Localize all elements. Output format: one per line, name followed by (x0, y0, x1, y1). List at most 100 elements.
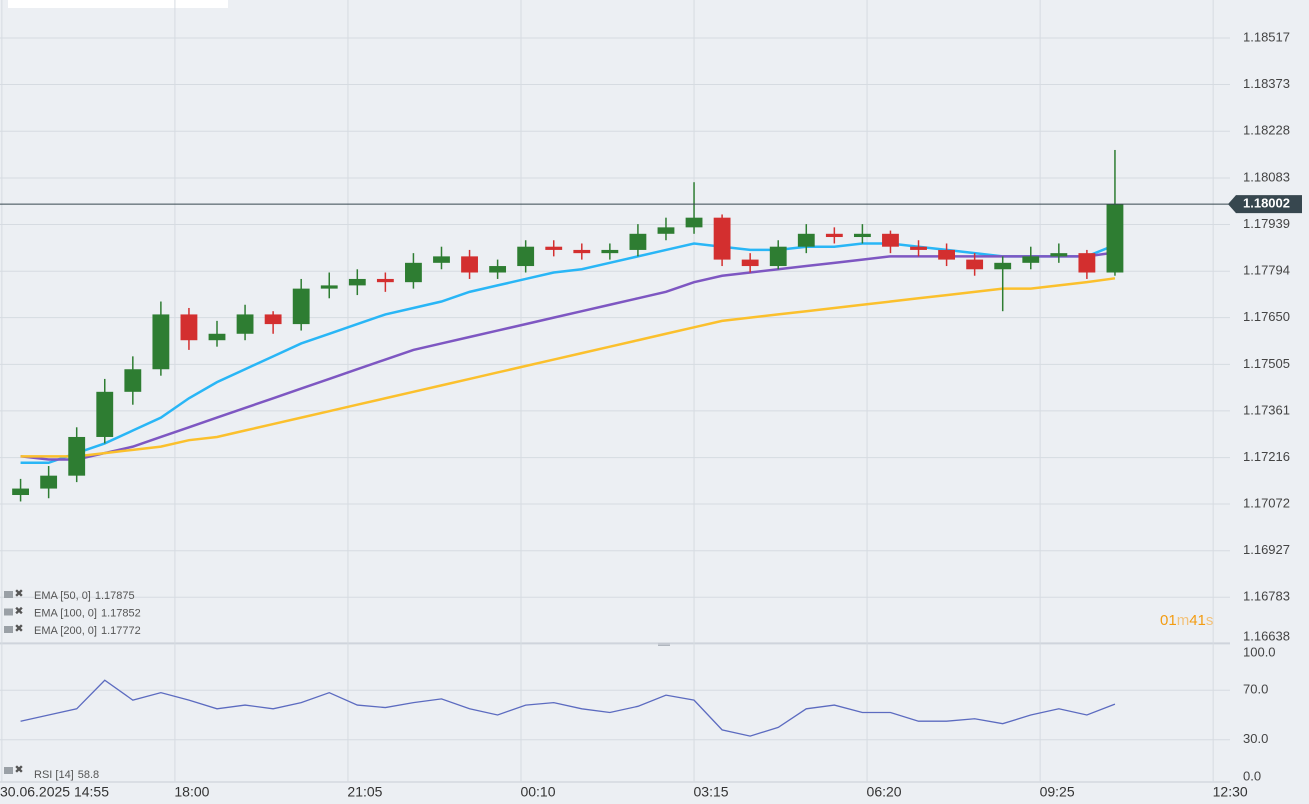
y-tick-label: 1.18083 (1243, 169, 1290, 184)
candle-body (405, 262, 422, 283)
y-tick-label: 30.0 (1243, 731, 1268, 746)
y-tick-label: 1.17216 (1243, 449, 1290, 464)
candle-body (517, 246, 535, 267)
candle-body (376, 278, 394, 283)
legend-icon (4, 767, 13, 774)
candle-body (152, 314, 170, 370)
y-tick-label: 1.18228 (1243, 123, 1290, 138)
candle-body (601, 249, 619, 254)
candle-body (208, 333, 226, 341)
candle-body (68, 436, 86, 476)
candle-body (741, 259, 759, 267)
candle-body (236, 314, 254, 334)
countdown-part: s (1206, 612, 1214, 629)
legend-text: RSI [14] 58.8 (34, 769, 99, 781)
legend-value: 58.8 (78, 769, 99, 781)
candle-body (994, 262, 1012, 270)
legend-remove[interactable]: ✖ (14, 623, 23, 635)
candle-body (1050, 253, 1068, 257)
y-tick-label: 1.17072 (1243, 495, 1290, 510)
last-price-pointer (1228, 195, 1302, 214)
candle-body (882, 233, 899, 247)
candle-body (629, 233, 647, 250)
y-tick-label: 1.17505 (1243, 356, 1290, 371)
x-tick-label: 09:25 (1040, 784, 1075, 800)
y-tick-label: 1.17794 (1243, 263, 1290, 278)
countdown-part: m (1177, 612, 1190, 629)
y-tick-label: 1.18517 (1243, 29, 1290, 44)
candle-body (40, 475, 58, 489)
candle-body (1078, 253, 1096, 273)
candle-body (825, 233, 843, 238)
rsi-line (20, 679, 1116, 737)
legend-value: 1.17875 (95, 590, 135, 602)
x-tick-label: 21:05 (347, 784, 382, 800)
candle-body (545, 246, 563, 250)
y-tick-label: 1.16638 (1243, 628, 1290, 643)
ema-line (20, 251, 1116, 461)
legend-value: 1.17852 (101, 607, 141, 619)
candle-body (12, 488, 29, 496)
candle-body (938, 249, 956, 260)
legend-remove[interactable]: ✖ (14, 588, 23, 600)
ema-line (20, 242, 1116, 465)
candle-body (348, 278, 366, 286)
legend-text: EMA [50, 0] 1.17875 (34, 590, 135, 602)
x-tick-label: 00:10 (520, 784, 555, 800)
y-tick-label: 1.16783 (1243, 589, 1290, 604)
candle-body (573, 249, 591, 254)
x-tick-label: 12:30 (1213, 784, 1248, 800)
candle-body (797, 233, 815, 247)
candle-body (96, 391, 114, 437)
legend-icon (4, 626, 13, 633)
countdown-part: 41 (1189, 612, 1206, 629)
candle-body (433, 256, 450, 263)
x-tick-label: 03:15 (694, 784, 729, 800)
legend-remove[interactable]: ✖ (14, 605, 23, 617)
legend-name: RSI [14] (34, 769, 74, 781)
candle-body (910, 246, 927, 250)
legend-name: EMA [200, 0] (34, 625, 97, 637)
candle-body (180, 314, 198, 341)
search-box[interactable] (8, 0, 228, 8)
y-tick-label: 100.0 (1243, 644, 1276, 659)
candle-body (853, 233, 871, 238)
y-tick-label: 1.16927 (1243, 542, 1290, 557)
x-tick-label: 18:00 (174, 784, 209, 800)
candle-body (489, 266, 507, 273)
y-tick-label: 1.17939 (1243, 216, 1290, 231)
candle-body (124, 369, 142, 392)
legend-icon (4, 591, 13, 598)
countdown-part: 01 (1160, 612, 1177, 629)
candle-body (320, 285, 338, 289)
legend-name: EMA [100, 0] (34, 607, 97, 619)
legend-entry: ✖ EMA [100, 0] 1.17852 (4, 605, 141, 619)
x-tick-label: 06:20 (867, 784, 902, 800)
candle-body (264, 314, 282, 325)
countdown: 01m41s (1160, 612, 1213, 629)
candle-body (1022, 256, 1040, 263)
candle-body (966, 259, 984, 270)
x-tick-label: 30.06.2025 14:55 (0, 784, 109, 800)
last-price-label: 1.18002 (1243, 196, 1290, 211)
rsi-legend: ✖ RSI [14] 58.8 (4, 764, 99, 781)
y-tick-label: 1.17361 (1243, 402, 1290, 417)
candle-body (1106, 204, 1124, 273)
legend-text: EMA [200, 0] 1.17772 (34, 625, 141, 637)
y-tick-label: 70.0 (1243, 682, 1268, 697)
y-tick-label: 0.0 (1243, 768, 1261, 783)
legend-text: EMA [100, 0] 1.17852 (34, 607, 141, 619)
legend-entry: ✖ EMA [50, 0] 1.17875 (4, 588, 135, 602)
legend-entry: ✖ EMA [200, 0] 1.17772 (4, 623, 141, 637)
legend-remove[interactable]: ✖ (14, 764, 23, 776)
legend-icon (4, 608, 13, 616)
candle-body (769, 246, 787, 267)
candle-body (685, 217, 703, 228)
y-tick-label: 1.17650 (1243, 309, 1290, 324)
y-tick-label: 1.18373 (1243, 76, 1290, 91)
candle-body (292, 288, 310, 325)
legend-name: EMA [50, 0] (34, 590, 91, 602)
candle-body (657, 227, 675, 234)
candle-body (713, 217, 731, 260)
